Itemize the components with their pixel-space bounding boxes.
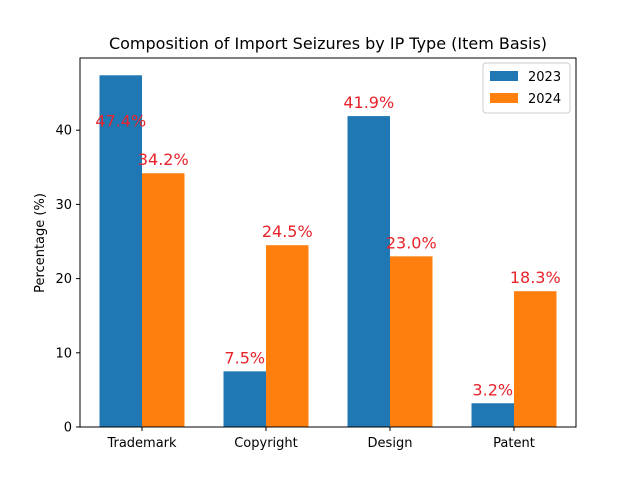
legend-label-2024: 2024 — [528, 92, 561, 107]
x-tick-label-copyright: Copyright — [234, 436, 298, 451]
bar-2024-patent — [514, 291, 557, 427]
legend-swatch-2023 — [490, 71, 518, 81]
data-label-2024-design: 23.0% — [386, 233, 437, 252]
y-tick-label: 30 — [55, 198, 72, 213]
y-tick-label: 10 — [55, 346, 72, 361]
bar-2023-patent — [471, 403, 514, 427]
x-tick-label-patent: Patent — [493, 436, 535, 451]
bar-2023-trademark — [99, 75, 142, 428]
x-tick-label-trademark: Trademark — [106, 436, 177, 451]
bar-2024-trademark — [142, 173, 185, 427]
x-tick-label-design: Design — [368, 436, 413, 451]
bar-2024-design — [390, 256, 433, 427]
bar-2023-design — [347, 116, 390, 428]
data-label-2023-design: 41.9% — [343, 93, 394, 112]
data-label-2023-copyright: 7.5% — [224, 348, 265, 367]
y-tick-label: 40 — [55, 124, 72, 139]
data-label-2024-patent: 18.3% — [510, 268, 561, 287]
chart-title: Composition of Import Seizures by IP Typ… — [109, 34, 547, 53]
axes-frame — [79, 57, 577, 428]
y-axis-label: Percentage (%) — [33, 193, 48, 293]
data-label-2023-trademark: 47.4% — [95, 111, 146, 130]
y-tick-label: 0 — [64, 421, 72, 436]
data-label-2024-copyright: 24.5% — [262, 222, 313, 241]
data-label-2024-trademark: 34.2% — [138, 150, 189, 169]
legend-label-2023: 2023 — [528, 70, 561, 85]
legend-swatch-2024 — [490, 93, 518, 103]
y-tick-label: 20 — [55, 272, 72, 287]
bar-2023-copyright — [223, 371, 266, 427]
bar-2024-copyright — [266, 245, 309, 427]
data-label-2023-patent: 3.2% — [472, 380, 513, 399]
plot-area: 47.4% 34.2% Trademark 7.5% 24.5% Copyright 41.… — [55, 57, 577, 451]
